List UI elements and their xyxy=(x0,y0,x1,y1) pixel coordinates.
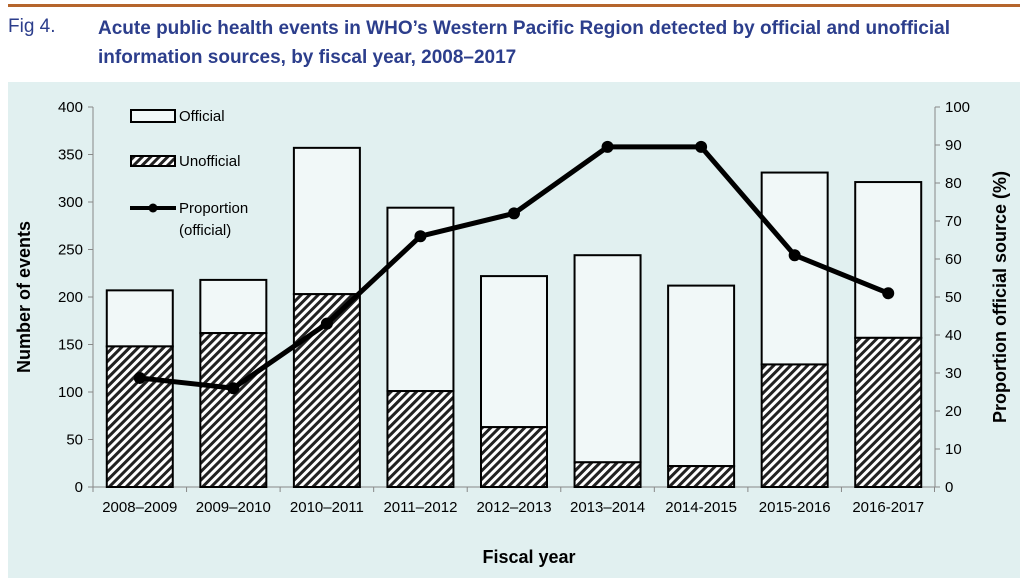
x-tick-label: 2008–2009 xyxy=(102,499,177,516)
legend-marker-proportion xyxy=(148,203,158,213)
legend-label-proportion: Proportion xyxy=(179,200,248,217)
bar-official xyxy=(573,254,642,464)
bar-unofficial xyxy=(760,363,829,489)
bar-unofficial xyxy=(573,461,642,488)
y2-tick-label: 60 xyxy=(945,251,962,268)
bar-official xyxy=(760,171,829,366)
proportion-point xyxy=(695,140,708,153)
x-tick-label: 2016-2017 xyxy=(852,499,924,516)
y2-tick-label: 50 xyxy=(945,289,962,306)
proportion-point xyxy=(601,140,614,153)
proportion-point xyxy=(414,230,427,243)
x-tick-label: 2011–2012 xyxy=(383,499,457,516)
bar-unofficial xyxy=(854,336,923,488)
top-rule xyxy=(8,4,1020,7)
y-tick-label: 50 xyxy=(66,432,83,449)
bar-official xyxy=(667,284,736,468)
y-tick-label: 100 xyxy=(58,384,83,401)
y2-tick-label: 90 xyxy=(945,137,962,154)
y-tick-label: 0 xyxy=(75,479,83,496)
y2-tick-label: 0 xyxy=(945,479,953,496)
legend-label-official: Official xyxy=(179,108,225,125)
bar-unofficial xyxy=(480,426,548,488)
legend-swatch-unofficial xyxy=(130,155,176,167)
proportion-point xyxy=(508,207,520,220)
y2-tick-label: 100 xyxy=(945,99,970,116)
bar-official xyxy=(105,289,174,348)
y-tick-label: 350 xyxy=(58,147,83,164)
x-tick-label: 2009–2010 xyxy=(196,499,271,516)
legend-swatch-official xyxy=(130,109,176,123)
y-tick-label: 200 xyxy=(58,289,83,306)
proportion-point xyxy=(227,382,240,395)
x-axis-title: Fiscal year xyxy=(482,547,575,567)
y2-tick-label: 20 xyxy=(945,403,962,420)
chart-title: Acute public health events in WHO’s West… xyxy=(98,18,950,68)
proportion-point xyxy=(882,287,895,300)
proportion-point xyxy=(133,371,146,384)
y-tick-label: 400 xyxy=(58,99,83,116)
bar-official xyxy=(292,146,361,296)
y-axis-title: Number of events xyxy=(14,221,34,373)
bar-unofficial xyxy=(386,390,455,488)
legend-label-unofficial: Unofficial xyxy=(179,153,240,170)
bar-unofficial xyxy=(292,293,361,488)
x-tick-label: 2014-2015 xyxy=(665,499,737,516)
bar-official xyxy=(854,181,923,339)
y2-tick-label: 40 xyxy=(945,327,962,344)
y2-tick-label: 30 xyxy=(945,365,962,382)
bar-unofficial xyxy=(105,345,174,488)
figure-label: Fig 4. xyxy=(8,16,56,37)
y2-axis-title: Proportion official source (%) xyxy=(990,171,1010,423)
y2-tick-label: 10 xyxy=(945,441,962,458)
y-tick-label: 250 xyxy=(58,242,83,259)
x-tick-label: 2015-2016 xyxy=(759,499,831,516)
y-tick-label: 300 xyxy=(58,194,83,211)
x-tick-label: 2013–2014 xyxy=(570,499,645,516)
bar-unofficial xyxy=(667,465,736,489)
x-tick-label: 2012–2013 xyxy=(476,499,551,516)
legend-label-proportion-2: (official) xyxy=(179,222,231,239)
bar-unofficial xyxy=(199,332,268,488)
y-tick-label: 150 xyxy=(58,337,83,354)
bar-official xyxy=(480,275,548,429)
proportion-point xyxy=(320,317,333,330)
y2-tick-label: 70 xyxy=(945,213,962,230)
x-tick-label: 2010–2011 xyxy=(290,499,364,516)
y2-tick-label: 80 xyxy=(945,175,962,192)
proportion-point xyxy=(788,249,801,262)
bar-official xyxy=(199,278,268,335)
